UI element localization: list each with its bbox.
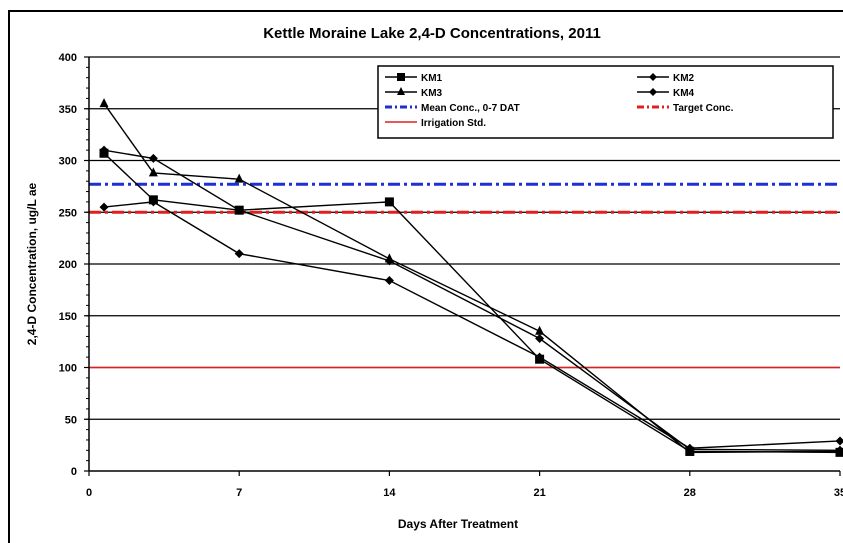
- y-tick-label: 50: [65, 414, 77, 426]
- legend-marker: [649, 73, 657, 81]
- legend-label: KM1: [421, 73, 443, 84]
- x-tick-label: 0: [86, 487, 92, 499]
- y-tick-label: 150: [59, 311, 77, 323]
- series-layer: [99, 98, 843, 457]
- data-point: [148, 153, 158, 163]
- x-tick-label: 35: [834, 487, 843, 499]
- y-tick-label: 250: [59, 207, 77, 219]
- x-tick-label: 14: [383, 487, 396, 499]
- data-point: [535, 352, 545, 362]
- legend: KM1 KM2 KM3 KM4 Mean Conc., 0-7 DAT Target Co…: [377, 65, 834, 139]
- legend-label: KM3: [421, 88, 443, 99]
- legend-label: Target Conc.: [673, 103, 734, 114]
- data-point: [535, 334, 545, 344]
- legend-label: Mean Conc., 0-7 DAT: [421, 103, 520, 114]
- x-tick-label: 21: [533, 487, 545, 499]
- data-point: [384, 253, 394, 263]
- data-point: [685, 443, 695, 453]
- legend-marker: [649, 88, 657, 96]
- reference-lines: [89, 182, 840, 369]
- axis-layer: 0 50 100 150 200 250 300 350 400 0 7 14 21 28 35: [59, 52, 843, 499]
- x-tick-label: 7: [236, 487, 242, 499]
- y-tick-label: 350: [59, 104, 77, 116]
- data-point: [835, 436, 843, 446]
- y-tick-label: 300: [59, 156, 77, 168]
- series-line: [103, 103, 841, 454]
- data-point: [535, 325, 545, 335]
- legend-marker: [397, 73, 405, 81]
- data-point: [148, 197, 158, 207]
- legend-box: [377, 65, 834, 139]
- x-tick-label: 28: [684, 487, 696, 499]
- data-point: [99, 202, 109, 212]
- legend-label: KM2: [673, 73, 695, 84]
- chart-title: Kettle Moraine Lake 2,4-D Concentrations…: [263, 25, 601, 42]
- chart-frame: [8, 10, 843, 543]
- data-point: [148, 167, 158, 177]
- data-point: [99, 98, 109, 108]
- data-point: [234, 205, 244, 215]
- x-axis-title: Days After Treatment: [398, 517, 518, 531]
- data-point: [99, 145, 109, 155]
- legend-label: KM4: [673, 88, 695, 99]
- data-point: [384, 197, 394, 207]
- y-tick-label: 400: [59, 52, 77, 64]
- data-point: [234, 173, 244, 183]
- series-line: [103, 149, 841, 451]
- series-line: [103, 201, 841, 449]
- y-tick-label: 100: [59, 363, 77, 375]
- data-point: [835, 445, 843, 455]
- y-tick-label: 0: [71, 466, 77, 478]
- data-point: [234, 249, 244, 259]
- y-tick-label: 200: [59, 259, 77, 271]
- data-point: [384, 276, 394, 286]
- legend-marker: [397, 87, 405, 95]
- legend-label: Irrigation Std.: [421, 118, 486, 129]
- y-axis-title: 2,4-D Concentration, ug/L ae: [25, 182, 39, 345]
